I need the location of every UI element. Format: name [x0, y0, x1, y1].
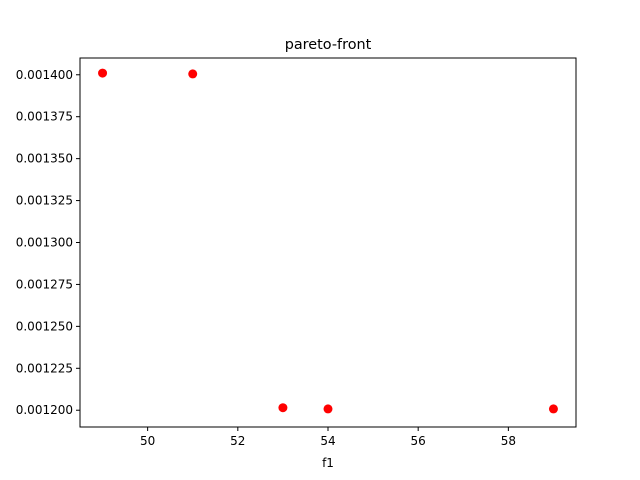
data-point [98, 68, 108, 78]
data-point [278, 403, 288, 413]
y-tick-label: 0.001375 [16, 110, 73, 124]
y-tick-label: 0.001350 [16, 152, 73, 166]
y-tick-label: 0.001400 [16, 68, 73, 82]
y-tick-label: 0.001200 [16, 403, 73, 417]
y-tick-label: 0.001250 [16, 319, 73, 333]
y-tick-label: 0.001325 [16, 194, 73, 208]
x-tick-label: 50 [140, 434, 155, 448]
x-tick-label: 56 [411, 434, 426, 448]
plot-frame [79, 57, 577, 428]
x-tick-label: 52 [230, 434, 245, 448]
x-tick-label: 58 [501, 434, 516, 448]
data-point [188, 69, 198, 79]
chart-title: pareto-front [285, 37, 372, 53]
y-tick-label: 0.001275 [16, 277, 73, 291]
data-point [548, 404, 558, 414]
x-tick-label: 54 [320, 434, 335, 448]
ticks-layer: 50 52 54 56 58 0.001200 0.001225 0.001250 0.0012… [16, 68, 516, 448]
points-layer [98, 68, 558, 414]
y-tick-label: 0.001225 [16, 361, 73, 375]
x-axis-label: f1 [322, 456, 334, 470]
y-tick-label: 0.001300 [16, 236, 73, 250]
data-point [323, 404, 333, 414]
